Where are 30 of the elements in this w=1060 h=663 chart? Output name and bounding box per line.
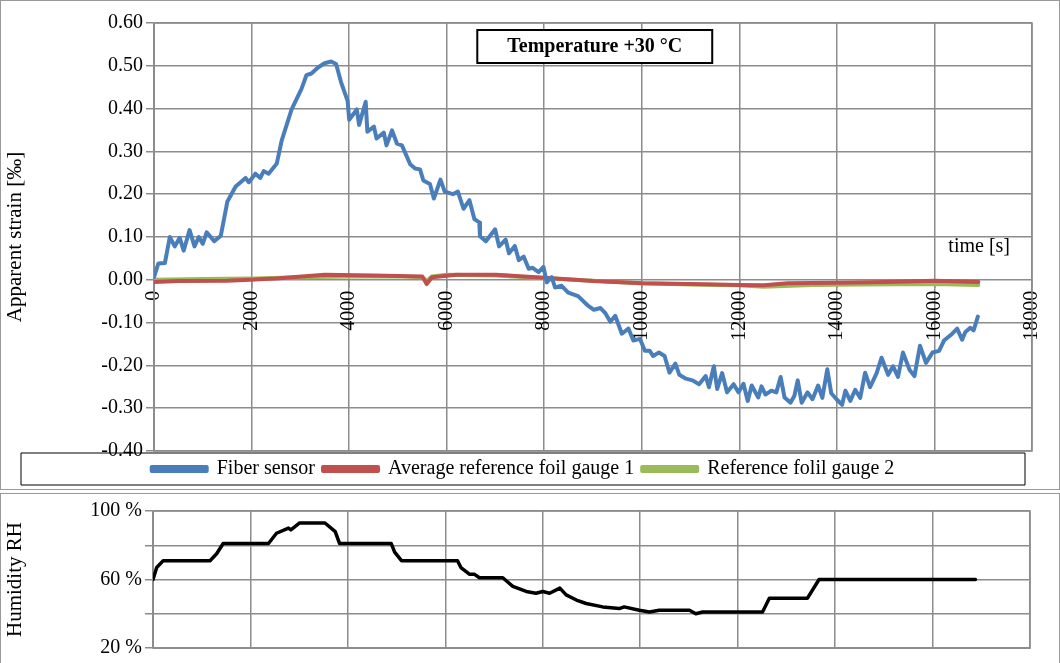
x-tick-label: 10000	[629, 290, 652, 341]
y-tick-label: -0.20	[101, 352, 143, 375]
legend-label: Reference folil gauge 2	[707, 456, 895, 480]
y-tick-label: -0.30	[101, 395, 143, 418]
y-axis-title: Humidity RH	[2, 522, 27, 637]
y-tick-label: 0.20	[108, 181, 143, 204]
y-tick-label: -0.10	[101, 309, 143, 332]
y-tick-label: 20 %	[100, 635, 142, 658]
y-axis-title: Apparent strain [‰]	[2, 151, 27, 323]
y-tick-label: 0.40	[108, 95, 143, 118]
x-tick-label: 6000	[433, 290, 456, 331]
y-tick-label: 100 %	[90, 498, 142, 521]
x-tick-label: 2000	[238, 290, 261, 331]
x-tick-label: 8000	[531, 290, 554, 331]
y-tick-label: 0.30	[108, 138, 143, 161]
legend-label: Average reference foil gauge 1	[388, 456, 635, 480]
x-tick-label: 14000	[824, 290, 847, 341]
y-tick-label: -0.40	[101, 438, 143, 461]
x-axis-title: time [s]	[948, 234, 1010, 257]
x-tick-label: 18000	[1019, 290, 1042, 341]
x-tick-label: 4000	[336, 290, 359, 331]
x-tick-label: 16000	[921, 290, 944, 341]
legend-label: Fiber sensor	[216, 456, 316, 479]
y-tick-label: 0.60	[108, 10, 143, 33]
y-tick-label: 0.10	[108, 224, 143, 247]
x-tick-label: 12000	[726, 290, 749, 341]
y-tick-label: 0.50	[108, 53, 143, 76]
y-tick-label: 60 %	[100, 566, 142, 589]
y-tick-label: 0.00	[108, 267, 143, 290]
text: Temperature +30 °C	[507, 34, 683, 58]
